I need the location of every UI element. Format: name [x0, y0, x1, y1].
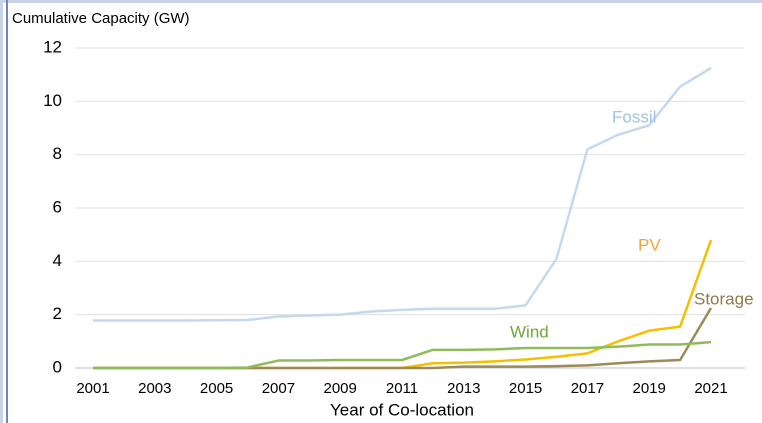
series-label: PV: [638, 235, 661, 254]
x-tick-label: 2007: [262, 380, 295, 397]
x-tick-label: 2005: [200, 380, 233, 397]
x-tick-label: 2021: [694, 380, 727, 397]
x-tick-label: 2001: [76, 380, 109, 397]
x-tick-label: 2017: [571, 380, 604, 397]
y-tick-label: 6: [53, 197, 62, 216]
y-tick-label: 0: [53, 357, 62, 376]
x-tick-label: 2003: [138, 380, 171, 397]
x-tick-label: 2009: [324, 380, 357, 397]
x-tick-label: 2013: [447, 380, 480, 397]
x-axis-title: Year of Co-location: [330, 400, 474, 419]
series-label: Fossil: [612, 107, 656, 126]
x-tick-label: 2011: [386, 380, 418, 397]
series-line: [93, 66, 712, 322]
series-label: Storage: [694, 289, 754, 308]
y-tick-label: 4: [53, 251, 62, 270]
frame-left: [0, 0, 3, 423]
series-label: Wind: [510, 322, 549, 341]
y-tick-label: 8: [53, 144, 62, 163]
frame-top: [0, 0, 762, 3]
x-tick-label: 2019: [633, 380, 666, 397]
y-tick-label: 12: [43, 37, 62, 56]
frame-left-line: [6, 0, 8, 423]
y-axis-title: Cumulative Capacity (GW): [12, 10, 190, 27]
series-line: [93, 340, 712, 370]
y-tick-label: 2: [53, 304, 62, 323]
y-tick-label: 10: [43, 91, 62, 110]
x-tick-label: 2015: [509, 380, 542, 397]
